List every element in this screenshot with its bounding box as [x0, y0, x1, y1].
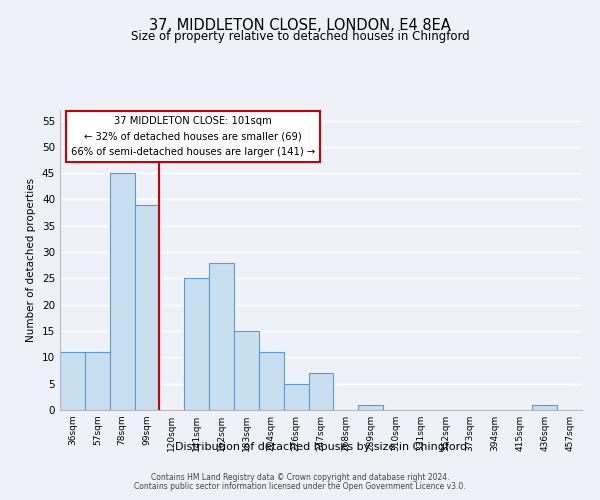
Bar	[85, 352, 110, 410]
Bar	[284, 384, 308, 410]
Bar	[60, 352, 85, 410]
Text: Contains HM Land Registry data © Crown copyright and database right 2024.: Contains HM Land Registry data © Crown c…	[151, 474, 449, 482]
Bar	[234, 331, 259, 410]
Bar	[532, 404, 557, 410]
Bar	[134, 204, 160, 410]
Text: Contains public sector information licensed under the Open Government Licence v3: Contains public sector information licen…	[134, 482, 466, 491]
Text: 37, MIDDLETON CLOSE, LONDON, E4 8EA: 37, MIDDLETON CLOSE, LONDON, E4 8EA	[149, 18, 451, 32]
Bar	[209, 262, 234, 410]
Y-axis label: Number of detached properties: Number of detached properties	[26, 178, 37, 342]
Text: Size of property relative to detached houses in Chingford: Size of property relative to detached ho…	[131, 30, 469, 43]
Bar	[259, 352, 284, 410]
Bar	[184, 278, 209, 410]
Text: Distribution of detached houses by size in Chingford: Distribution of detached houses by size …	[175, 442, 467, 452]
Bar	[358, 404, 383, 410]
Bar	[308, 373, 334, 410]
Text: 37 MIDDLETON CLOSE: 101sqm
← 32% of detached houses are smaller (69)
66% of semi: 37 MIDDLETON CLOSE: 101sqm ← 32% of deta…	[71, 116, 315, 157]
Bar	[110, 173, 134, 410]
